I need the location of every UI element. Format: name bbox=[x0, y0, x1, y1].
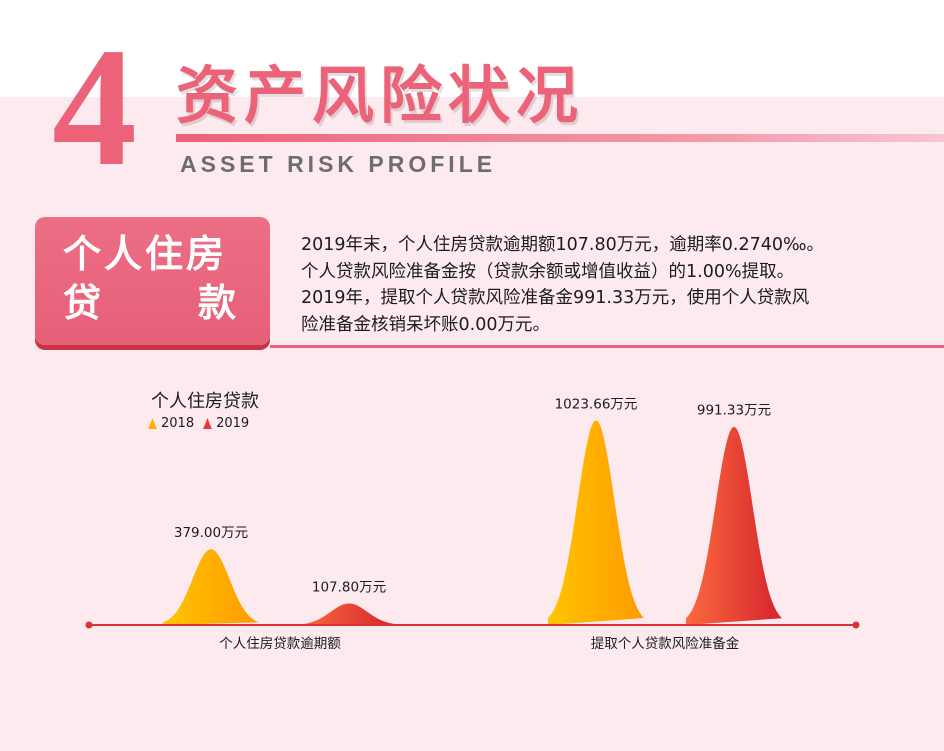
summary-paragraph: 2019年末，个人住房贷款逾期额107.80万元，逾期率0.2740‰。 个人贷… bbox=[301, 232, 901, 338]
peak-2019-1 bbox=[686, 426, 782, 625]
axis-end-dot bbox=[852, 621, 860, 629]
paragraph-line: 2019年末，个人住房贷款逾期额107.80万元，逾期率0.2740‰。 bbox=[301, 235, 824, 255]
page-subtitle: ASSET RISK PROFILE bbox=[180, 151, 497, 177]
section-number: 4 bbox=[52, 13, 137, 201]
legend-label-2018: 2018 bbox=[161, 416, 195, 431]
category-label: 个人住房贷款逾期额 bbox=[219, 636, 341, 652]
data-label-2018-0: 379.00万元 bbox=[174, 525, 248, 541]
category-label: 提取个人贷款风险准备金 bbox=[591, 635, 740, 652]
data-label-2019-0: 107.80万元 bbox=[312, 579, 386, 595]
data-label-2018-1: 1023.66万元 bbox=[555, 396, 638, 412]
peak-2018-0 bbox=[163, 549, 259, 625]
legend-label-2019: 2019 bbox=[216, 416, 250, 431]
legend-swatch-2019 bbox=[203, 418, 213, 429]
section-tag-line1: 个人住房 bbox=[63, 232, 228, 276]
chart-legend: 2018 2019 bbox=[148, 416, 252, 431]
axis-start-dot bbox=[85, 621, 93, 629]
paragraph-line: 险准备金核销呆坏账0.00万元。 bbox=[301, 314, 550, 335]
section-tag: 个人住房 贷 款 bbox=[35, 217, 270, 345]
legend-swatch-2018 bbox=[148, 418, 157, 429]
paragraph-line: 2019年，提取个人贷款风险准备金991.33万元，使用个人贷款风 bbox=[301, 288, 810, 308]
peak-2019-0 bbox=[301, 603, 397, 625]
legend-item-2018: 2018 bbox=[148, 416, 194, 431]
page-background bbox=[0, 97, 944, 751]
page-title: 资产风险状况 bbox=[176, 59, 585, 132]
legend-item-2019: 2019 bbox=[203, 416, 249, 431]
section-divider bbox=[270, 345, 944, 348]
title-underline bbox=[176, 134, 944, 142]
data-label-2019-1: 991.33万元 bbox=[697, 403, 771, 419]
section-tag-line2-left: 贷 bbox=[63, 281, 102, 325]
section-tag-line2-right: 款 bbox=[198, 281, 237, 325]
peak-2018-1 bbox=[548, 420, 644, 625]
paragraph-line: 个人贷款风险准备金按（贷款余额或增值收益）的1.00%提取。 bbox=[301, 261, 795, 282]
chart-title: 个人住房贷款 bbox=[151, 391, 259, 412]
